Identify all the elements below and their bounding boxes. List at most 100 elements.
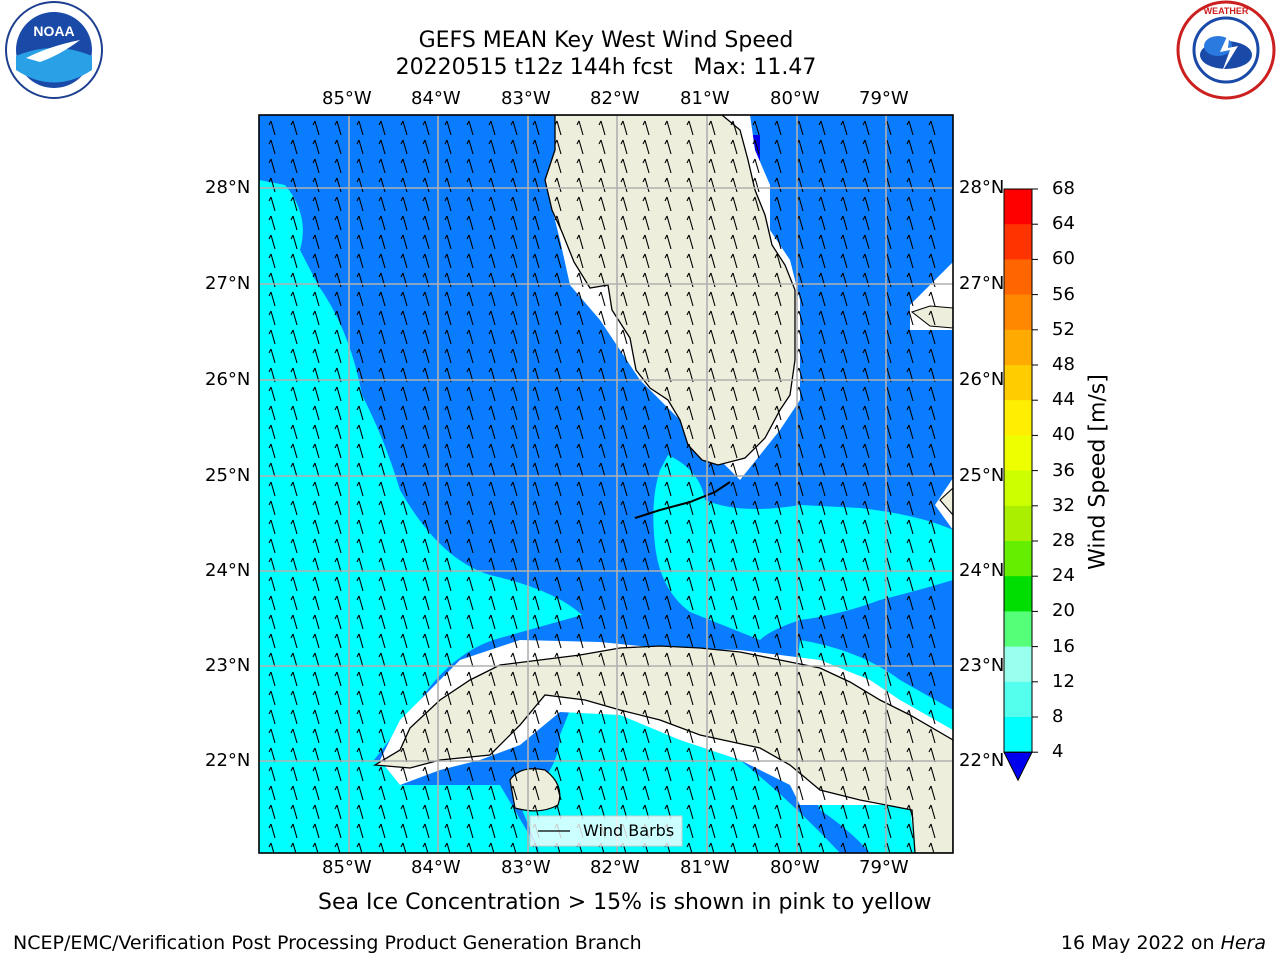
- wind-barb: [444, 823, 452, 839]
- wind-barb: [928, 196, 936, 212]
- wind-barb: [752, 842, 759, 853]
- wind-barb: [774, 139, 782, 155]
- wind-barb: [620, 139, 628, 155]
- wind-barb: [378, 139, 386, 155]
- wind-barb: [378, 329, 386, 345]
- wind-barb: [444, 139, 452, 155]
- wind-barb: [840, 709, 848, 725]
- wind-barb: [466, 690, 474, 706]
- wind-barb: [620, 519, 628, 535]
- wind-barb: [334, 690, 342, 706]
- wind-barb: [532, 557, 540, 573]
- wind-barb: [290, 614, 298, 630]
- colorbar-tick-label: 8: [1052, 706, 1064, 727]
- wind-barb: [598, 614, 606, 630]
- wind-barb: [576, 595, 584, 611]
- wind-barb: [906, 253, 914, 269]
- wind-barb: [906, 690, 914, 706]
- wind-barb: [818, 690, 826, 706]
- wind-barb: [928, 424, 936, 440]
- wind-barb: [730, 595, 738, 611]
- wind-barb: [664, 120, 672, 136]
- colorbar-tick-label: 52: [1052, 318, 1075, 340]
- wind-barb: [290, 329, 298, 345]
- wind-barb: [862, 234, 870, 250]
- wind-barb: [686, 595, 694, 611]
- wind-barb: [818, 462, 826, 478]
- wind-barb: [928, 633, 936, 649]
- wind-barb: [422, 443, 430, 459]
- wind-barb: [356, 481, 364, 497]
- wind-barb: [554, 386, 562, 402]
- wind-barb: [620, 215, 628, 231]
- wind-barb: [840, 291, 848, 307]
- wind-barb: [444, 196, 452, 212]
- wind-barb: [620, 728, 628, 744]
- wind-barb: [818, 424, 826, 440]
- wind-barb: [400, 329, 408, 345]
- colorbar-segment: [1004, 611, 1032, 648]
- wind-barb: [444, 538, 452, 554]
- wind-barb: [730, 557, 738, 573]
- wind-barb: [268, 348, 276, 364]
- wind-barb: [378, 310, 386, 326]
- wind-barb: [774, 595, 782, 611]
- wind-barb: [774, 500, 782, 516]
- wind-barb: [730, 234, 738, 250]
- wind-barb: [422, 462, 430, 478]
- wind-barb: [862, 405, 870, 421]
- wind-barb: [554, 120, 562, 136]
- wind-barb: [774, 158, 782, 174]
- wind-barb: [928, 785, 936, 801]
- wind-barb: [818, 481, 826, 497]
- wind-barb: [334, 633, 342, 649]
- wind-barb: [686, 139, 694, 155]
- wind-barb: [752, 595, 760, 611]
- wind-barb: [928, 443, 936, 459]
- wind-barb: [708, 576, 716, 592]
- wind-barb: [466, 785, 474, 801]
- wind-barb: [268, 462, 276, 478]
- wind-barb: [334, 253, 342, 269]
- wind-barb: [730, 329, 738, 345]
- wind-barb: [840, 348, 848, 364]
- wind-barb: [444, 158, 452, 174]
- wind-barb: [400, 405, 408, 421]
- wind-barb: [466, 405, 474, 421]
- wind-barb: [312, 196, 320, 212]
- wind-barb: [752, 690, 760, 706]
- wind-barb: [840, 196, 848, 212]
- wind-barb: [400, 196, 408, 212]
- wind-barb: [268, 424, 276, 440]
- wind-barb: [290, 595, 298, 611]
- wind-barb: [730, 500, 738, 516]
- wind-barb: [334, 234, 342, 250]
- wind-barb: [686, 443, 694, 459]
- wind-barb: [598, 557, 606, 573]
- wind-barb: [862, 215, 870, 231]
- wind-barb: [554, 405, 562, 421]
- wind-speed-8-12-keys: [653, 455, 953, 640]
- wind-barb: [312, 481, 320, 497]
- lat-tick-right: 28°N: [959, 177, 1005, 198]
- wind-barb: [290, 690, 298, 706]
- wind-barb: [378, 785, 386, 801]
- wind-barb: [598, 652, 606, 668]
- wind-barb: [290, 557, 298, 573]
- wind-barb: [400, 310, 408, 326]
- wind-barb: [686, 671, 694, 687]
- lon-tick-top: 84°W: [411, 88, 461, 109]
- colorbar-tick-label: 44: [1052, 389, 1075, 411]
- wind-barb: [532, 158, 540, 174]
- wind-barb: [356, 709, 364, 725]
- wind-barb: [862, 804, 870, 820]
- wind-barb: [466, 139, 474, 155]
- footer-host: Hera: [1220, 932, 1266, 954]
- wind-barb: [598, 462, 606, 478]
- wind-barb: [774, 196, 782, 212]
- wind-barb: [620, 690, 628, 706]
- lat-tick-right: 22°N: [959, 750, 1005, 771]
- wind-barb: [598, 443, 606, 459]
- wind-barb: [906, 804, 914, 820]
- wind-barb: [752, 823, 760, 839]
